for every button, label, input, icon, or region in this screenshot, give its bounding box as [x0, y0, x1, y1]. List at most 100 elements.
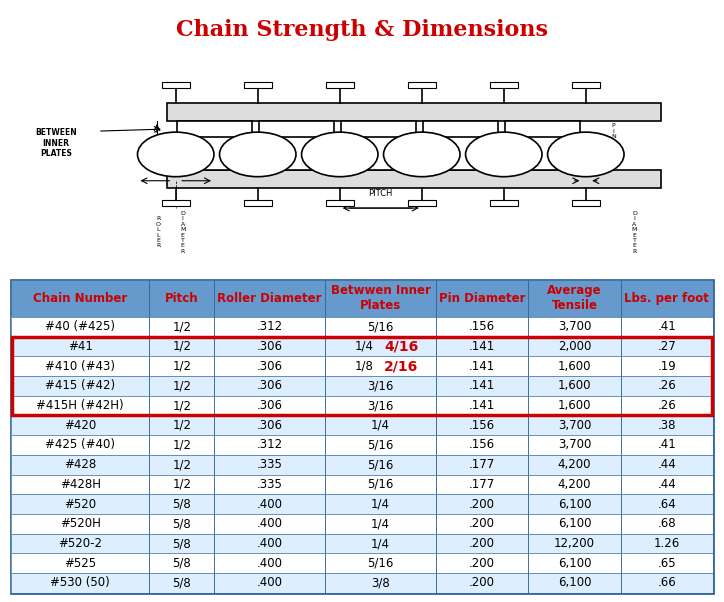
Bar	[325, 514, 436, 533]
Bar	[529, 376, 620, 396]
Text: .312: .312	[256, 320, 282, 333]
Text: #41: #41	[68, 340, 93, 353]
Bar	[423, 121, 498, 154]
Text: #520H: #520H	[59, 517, 101, 530]
Text: 5/16: 5/16	[367, 478, 394, 491]
Bar	[11, 494, 149, 514]
Text: BETWEEN
INNER
PLATES: BETWEEN INNER PLATES	[35, 128, 77, 158]
Bar	[167, 170, 661, 188]
Bar	[620, 474, 713, 494]
Bar	[11, 396, 713, 415]
Bar	[11, 317, 713, 337]
Text: #415 (#42): #415 (#42)	[45, 379, 115, 393]
Bar	[149, 337, 214, 356]
Text: Average
Tensile: Average Tensile	[547, 285, 602, 312]
Bar	[11, 356, 149, 376]
Text: 1/2: 1/2	[172, 399, 191, 412]
Bar	[11, 474, 713, 494]
Text: .44: .44	[657, 478, 676, 491]
Bar	[149, 435, 214, 455]
Bar	[177, 137, 252, 170]
Bar	[149, 533, 214, 553]
Text: 1/2: 1/2	[172, 340, 191, 353]
Bar	[11, 573, 149, 593]
Bar	[11, 494, 713, 514]
Text: 1/2: 1/2	[172, 379, 191, 393]
Text: 5/16: 5/16	[367, 557, 394, 569]
Text: 6,100: 6,100	[557, 557, 592, 569]
Bar	[11, 317, 149, 337]
Bar	[620, 396, 713, 415]
Text: #425 (#40): #425 (#40)	[45, 438, 115, 452]
Circle shape	[547, 132, 624, 176]
Bar	[11, 533, 713, 553]
Bar	[325, 396, 436, 415]
Text: 6,100: 6,100	[557, 517, 592, 530]
Bar	[149, 317, 214, 337]
Bar	[326, 200, 353, 206]
Bar	[505, 137, 580, 170]
Bar	[620, 455, 713, 474]
Bar	[325, 474, 436, 494]
Text: 5/16: 5/16	[367, 438, 394, 452]
Bar	[436, 514, 529, 533]
Bar	[529, 573, 620, 593]
Bar	[214, 435, 325, 455]
Bar	[12, 337, 712, 415]
Bar	[244, 200, 272, 206]
Bar	[11, 514, 713, 533]
Text: .400: .400	[256, 557, 282, 569]
Text: .141: .141	[469, 340, 495, 353]
Text: .38: .38	[657, 419, 676, 432]
Text: D
I
A
M
E
T
E
R: D I A M E T E R	[180, 211, 185, 254]
Text: Chain Number: Chain Number	[33, 292, 127, 305]
Bar	[341, 121, 416, 154]
Bar	[214, 474, 325, 494]
Circle shape	[301, 132, 378, 176]
Text: 4/16: 4/16	[384, 340, 418, 353]
Text: 1/2: 1/2	[172, 478, 191, 491]
Bar	[620, 356, 713, 376]
Bar	[436, 337, 529, 356]
Text: 1,600: 1,600	[557, 379, 592, 393]
Text: Chain Strength & Dimensions: Chain Strength & Dimensions	[176, 19, 548, 41]
Bar	[162, 200, 190, 206]
Bar	[11, 553, 713, 573]
Bar	[529, 317, 620, 337]
Text: 1,600: 1,600	[557, 359, 592, 373]
Text: #520: #520	[64, 498, 96, 510]
Text: PITCH: PITCH	[369, 189, 393, 198]
Text: .141: .141	[469, 359, 495, 373]
Text: .306: .306	[256, 340, 282, 353]
Bar	[325, 553, 436, 573]
Bar	[529, 514, 620, 533]
Bar	[423, 137, 498, 170]
Text: 1/4: 1/4	[355, 340, 374, 353]
Bar	[11, 455, 713, 474]
Text: .44: .44	[657, 458, 676, 471]
Text: 5/8: 5/8	[172, 577, 191, 589]
Bar	[11, 435, 149, 455]
Bar	[11, 514, 149, 533]
Circle shape	[466, 132, 542, 176]
Bar	[244, 81, 272, 87]
Text: 1/2: 1/2	[172, 419, 191, 432]
Text: Lbs. per foot: Lbs. per foot	[625, 292, 710, 305]
Text: 3,700: 3,700	[558, 419, 592, 432]
Bar	[11, 553, 149, 573]
Text: .26: .26	[657, 399, 676, 412]
Bar	[436, 435, 529, 455]
Text: P
I
N: P I N	[611, 123, 616, 139]
Bar	[214, 376, 325, 396]
Bar	[620, 376, 713, 396]
Text: .400: .400	[256, 577, 282, 589]
Text: .400: .400	[256, 498, 282, 510]
Bar	[11, 337, 713, 356]
Text: 1/8: 1/8	[355, 359, 374, 373]
Bar	[11, 415, 149, 435]
Text: Pin Diameter: Pin Diameter	[439, 292, 526, 305]
Bar	[11, 415, 713, 435]
Bar	[149, 455, 214, 474]
Bar	[436, 474, 529, 494]
Text: .41: .41	[657, 320, 676, 333]
